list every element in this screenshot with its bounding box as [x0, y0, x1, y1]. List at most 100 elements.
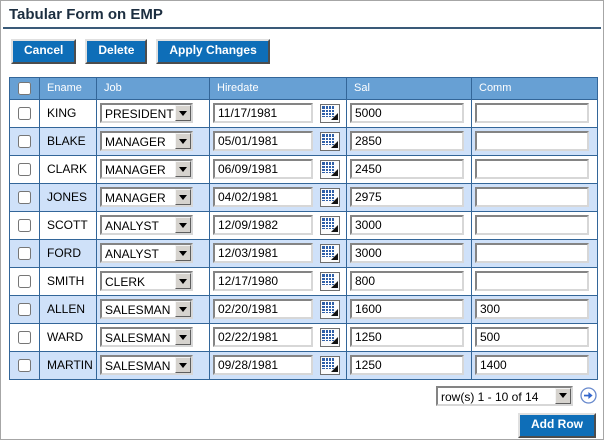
- next-page-button[interactable]: [580, 387, 597, 404]
- calendar-picker-button[interactable]: [320, 215, 341, 235]
- row-select-checkbox[interactable]: [18, 302, 31, 316]
- job-select[interactable]: SALESMAN: [100, 327, 193, 348]
- comm-input[interactable]: [475, 215, 589, 236]
- hiredate-cell: [209, 322, 347, 352]
- comm-input[interactable]: [475, 299, 589, 320]
- sal-input[interactable]: [350, 327, 464, 348]
- calendar-picker-button[interactable]: [320, 243, 341, 263]
- calendar-picker-button[interactable]: [320, 271, 341, 291]
- comm-input[interactable]: [475, 103, 589, 124]
- job-select-value: MANAGER: [105, 135, 166, 150]
- column-header-ename: Ename: [39, 76, 97, 100]
- table-row: WARD SALESMAN: [9, 322, 598, 352]
- table-row: SCOTT ANALYST: [9, 210, 598, 240]
- hiredate-input[interactable]: [213, 131, 313, 152]
- job-select[interactable]: MANAGER: [100, 187, 193, 208]
- hiredate-input[interactable]: [213, 215, 313, 236]
- sal-input[interactable]: [350, 159, 464, 180]
- hiredate-input[interactable]: [213, 159, 313, 180]
- sal-cell: [346, 126, 472, 156]
- sal-input[interactable]: [350, 215, 464, 236]
- row-select-checkbox[interactable]: [18, 358, 31, 372]
- comm-input[interactable]: [475, 131, 589, 152]
- job-cell: SALESMAN: [96, 322, 210, 352]
- job-select[interactable]: MANAGER: [100, 131, 193, 152]
- sal-input[interactable]: [350, 243, 464, 264]
- calendar-picker-button[interactable]: [320, 131, 341, 151]
- pagination-range-select[interactable]: row(s) 1 - 10 of 14: [436, 385, 573, 406]
- row-select-cell: [9, 294, 40, 324]
- pagination-range-label: row(s) 1 - 10 of 14: [441, 389, 539, 404]
- row-select-checkbox[interactable]: [18, 106, 31, 120]
- job-select[interactable]: SALESMAN: [100, 355, 193, 376]
- job-select[interactable]: MANAGER: [100, 159, 193, 180]
- row-select-checkbox[interactable]: [18, 274, 31, 288]
- comm-cell: [471, 126, 598, 156]
- row-select-cell: [9, 98, 40, 128]
- dropdown-arrow-icon: [175, 273, 191, 290]
- comm-input[interactable]: [475, 355, 589, 376]
- sal-cell: [346, 350, 472, 380]
- row-select-checkbox[interactable]: [18, 218, 31, 232]
- comm-cell: [471, 210, 598, 240]
- calendar-picker-button[interactable]: [320, 187, 341, 207]
- row-select-checkbox[interactable]: [18, 330, 31, 344]
- hiredate-input[interactable]: [213, 103, 313, 124]
- sal-cell: [346, 322, 472, 352]
- job-select-value: SALESMAN: [105, 303, 171, 318]
- comm-input[interactable]: [475, 271, 589, 292]
- hiredate-input[interactable]: [213, 299, 313, 320]
- calendar-picker-button[interactable]: [320, 355, 341, 375]
- hiredate-cell: [209, 182, 347, 212]
- hiredate-input[interactable]: [213, 271, 313, 292]
- table-row: JONES MANAGER: [9, 182, 598, 212]
- calendar-picker-button[interactable]: [320, 327, 341, 347]
- job-select[interactable]: CLERK: [100, 271, 193, 292]
- hiredate-input[interactable]: [213, 327, 313, 348]
- comm-input[interactable]: [475, 327, 589, 348]
- sal-input[interactable]: [350, 187, 464, 208]
- apply-changes-button[interactable]: Apply Changes: [156, 39, 270, 64]
- job-select[interactable]: ANALYST: [100, 243, 193, 264]
- column-header-hiredate: Hiredate: [209, 76, 347, 100]
- row-select-checkbox[interactable]: [18, 162, 31, 176]
- calendar-icon: [322, 161, 339, 176]
- job-select[interactable]: ANALYST: [100, 215, 193, 236]
- row-select-cell: [9, 350, 40, 380]
- hiredate-input[interactable]: [213, 355, 313, 376]
- hiredate-cell: [209, 266, 347, 296]
- sal-input[interactable]: [350, 103, 464, 124]
- hiredate-input[interactable]: [213, 187, 313, 208]
- job-select[interactable]: SALESMAN: [100, 299, 193, 320]
- ename-cell: FORD: [39, 238, 97, 268]
- comm-cell: [471, 98, 598, 128]
- calendar-picker-button[interactable]: [320, 103, 341, 123]
- delete-button[interactable]: Delete: [85, 39, 148, 64]
- row-select-checkbox[interactable]: [18, 190, 31, 204]
- sal-cell: [346, 266, 472, 296]
- select-all-checkbox[interactable]: [18, 81, 31, 95]
- job-select[interactable]: PRESIDENT: [100, 103, 193, 124]
- sal-input[interactable]: [350, 299, 464, 320]
- row-select-checkbox[interactable]: [18, 246, 31, 260]
- comm-input[interactable]: [475, 187, 589, 208]
- sal-input[interactable]: [350, 131, 464, 152]
- sal-input[interactable]: [350, 355, 464, 376]
- job-select-value: ANALYST: [105, 219, 159, 234]
- calendar-picker-button[interactable]: [320, 299, 341, 319]
- row-select-checkbox[interactable]: [18, 134, 31, 148]
- comm-input[interactable]: [475, 159, 589, 180]
- row-select-cell: [9, 126, 40, 156]
- add-row-button[interactable]: Add Row: [518, 412, 596, 438]
- row-select-cell: [9, 266, 40, 296]
- job-select-value: SALESMAN: [105, 331, 171, 346]
- cancel-button[interactable]: Cancel: [11, 39, 77, 64]
- calendar-picker-button[interactable]: [320, 159, 341, 179]
- calendar-icon: [322, 105, 339, 120]
- job-cell: MANAGER: [96, 182, 210, 212]
- comm-input[interactable]: [475, 243, 589, 264]
- row-select-cell: [9, 322, 40, 352]
- sal-input[interactable]: [350, 271, 464, 292]
- hiredate-cell: [209, 238, 347, 268]
- hiredate-input[interactable]: [213, 243, 313, 264]
